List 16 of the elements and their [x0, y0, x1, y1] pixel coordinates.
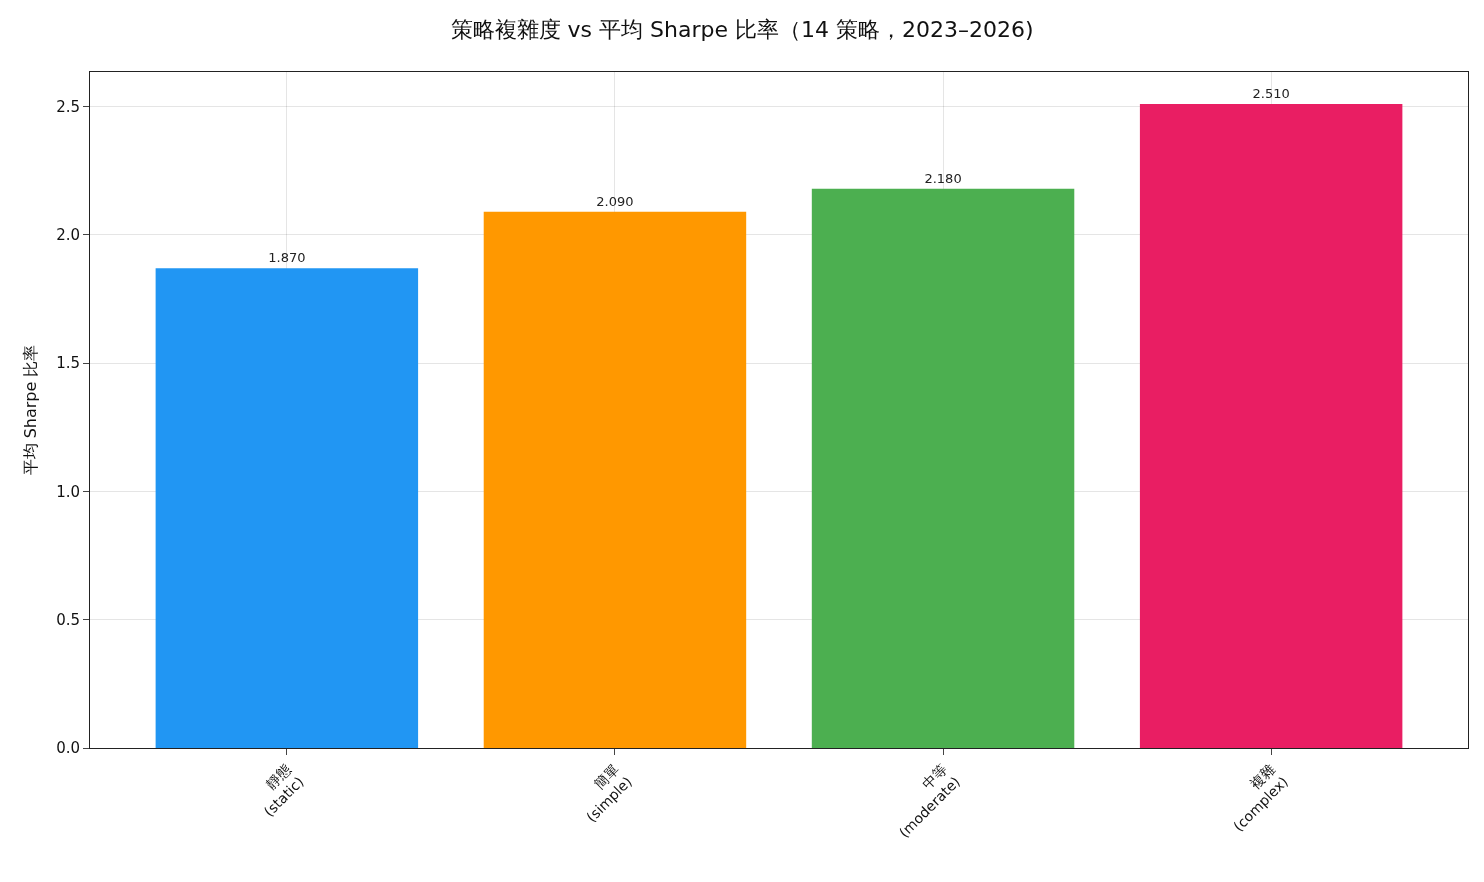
y-tick-label: 1.5	[56, 354, 80, 373]
bar	[155, 268, 419, 748]
y-tick-label: 0.0	[56, 739, 80, 758]
y-tick-label: 2.0	[56, 226, 80, 245]
data-label: 2.180	[924, 170, 962, 186]
bar	[811, 188, 1075, 748]
data-label: 1.870	[268, 250, 306, 266]
y-axis-title: 平均 Sharpe 比率	[21, 344, 41, 476]
y-tick-label: 1.0	[56, 482, 80, 501]
bar	[483, 211, 747, 748]
data-label: 2.090	[596, 193, 634, 209]
y-tick-label: 2.5	[56, 97, 80, 116]
y-tick-label: 0.5	[56, 610, 80, 629]
chart-title: 策略複雜度 vs 平均 Sharpe 比率（14 策略，2023–2026)	[450, 17, 1034, 43]
data-label: 2.510	[1252, 86, 1290, 102]
bar	[1139, 104, 1403, 748]
